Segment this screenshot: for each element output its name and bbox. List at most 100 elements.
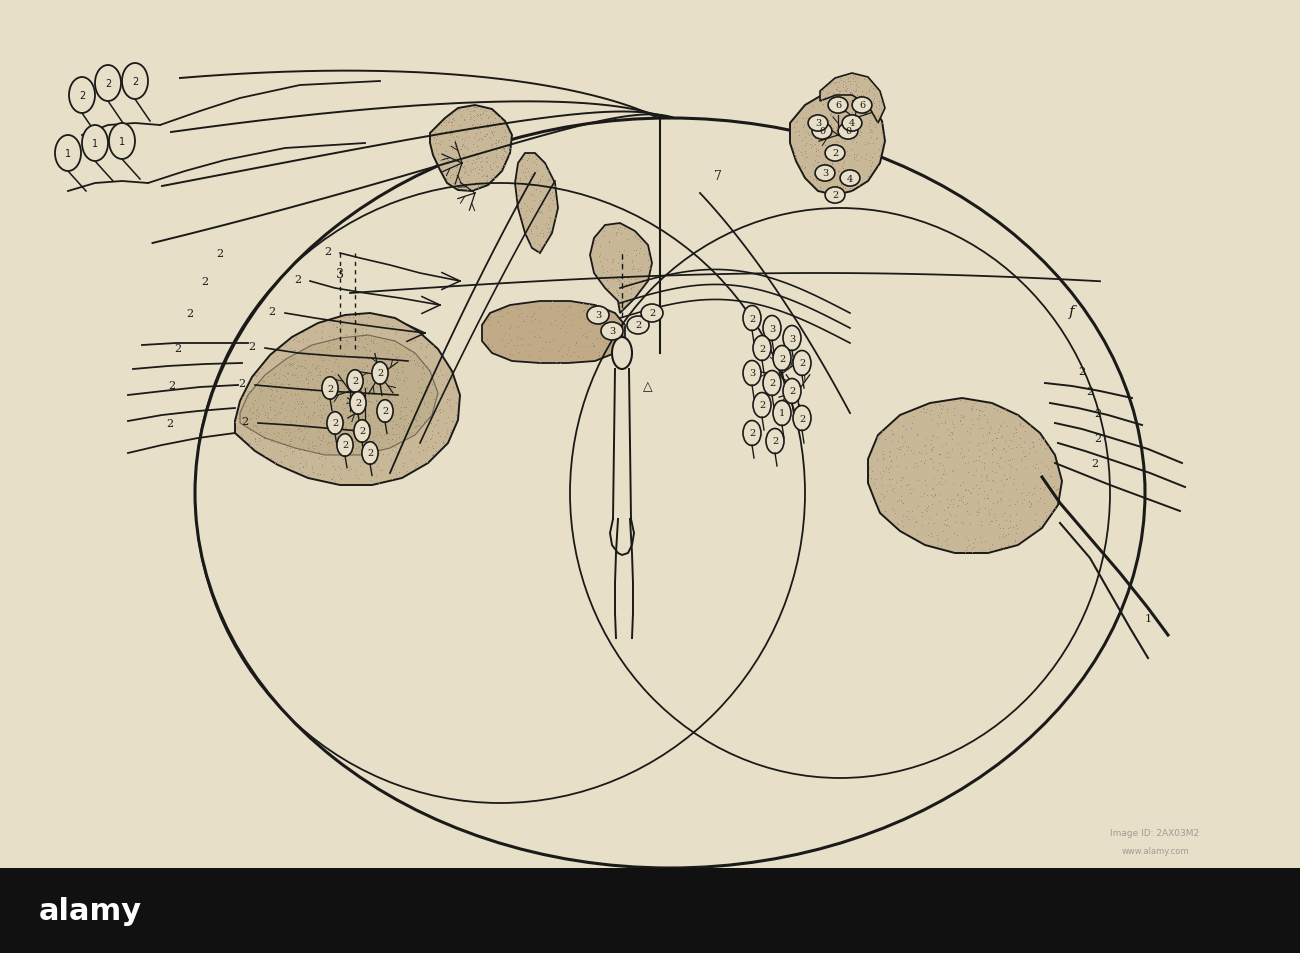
Point: [490, 303, 511, 318]
Point: [819, 169, 840, 184]
Point: [488, 134, 508, 150]
Point: [824, 182, 845, 197]
Point: [474, 130, 495, 145]
Point: [529, 226, 550, 241]
Point: [994, 434, 1015, 449]
Point: [395, 353, 416, 368]
Point: [274, 369, 295, 384]
Point: [365, 399, 386, 415]
Point: [329, 331, 350, 346]
Point: [842, 69, 863, 84]
Point: [322, 435, 343, 450]
Ellipse shape: [641, 305, 663, 323]
Point: [324, 438, 344, 454]
Point: [295, 432, 316, 447]
Point: [812, 83, 833, 98]
Point: [608, 331, 629, 346]
Point: [347, 417, 368, 433]
Point: [621, 253, 642, 269]
Point: [823, 87, 844, 102]
Point: [910, 454, 931, 469]
Point: [521, 238, 542, 253]
Point: [530, 174, 551, 190]
Point: [445, 159, 465, 174]
Point: [356, 380, 377, 395]
Point: [282, 368, 303, 383]
Point: [975, 399, 996, 415]
Point: [252, 399, 273, 415]
Point: [281, 353, 302, 368]
Point: [1014, 436, 1035, 451]
Point: [443, 112, 464, 127]
Text: 2: 2: [382, 407, 389, 416]
Point: [448, 102, 469, 117]
Point: [866, 115, 887, 131]
Point: [365, 394, 386, 409]
Point: [309, 403, 330, 418]
Point: [550, 356, 571, 372]
Point: [376, 392, 396, 407]
Point: [961, 401, 982, 416]
Point: [452, 152, 473, 167]
Point: [978, 508, 998, 523]
Point: [481, 131, 502, 146]
Point: [1000, 433, 1021, 448]
Point: [980, 501, 1001, 517]
Point: [902, 511, 923, 526]
Point: [914, 402, 935, 417]
Point: [374, 410, 395, 425]
Point: [593, 262, 614, 277]
Point: [354, 380, 374, 395]
Point: [887, 475, 907, 490]
Ellipse shape: [783, 326, 801, 351]
Point: [599, 305, 620, 320]
Point: [864, 83, 885, 98]
Point: [363, 335, 384, 350]
Point: [524, 155, 545, 171]
Point: [952, 516, 972, 531]
Point: [381, 438, 402, 454]
Point: [295, 431, 316, 446]
Point: [454, 159, 474, 174]
Point: [367, 423, 387, 438]
Point: [377, 350, 398, 365]
Point: [1048, 487, 1069, 502]
Point: [308, 408, 329, 423]
Point: [285, 424, 306, 439]
Point: [437, 392, 458, 407]
Point: [812, 97, 833, 112]
Point: [240, 422, 261, 437]
Point: [1005, 534, 1026, 549]
Point: [287, 422, 308, 437]
Point: [589, 345, 610, 360]
Point: [399, 428, 420, 443]
Point: [903, 518, 924, 534]
Point: [434, 150, 455, 165]
Point: [339, 416, 360, 432]
Point: [510, 332, 530, 347]
Point: [1030, 437, 1050, 453]
Point: [1031, 434, 1052, 449]
Point: [352, 388, 373, 403]
Point: [348, 343, 369, 358]
Point: [880, 443, 901, 458]
Point: [402, 429, 422, 444]
Point: [893, 508, 914, 523]
Point: [988, 422, 1009, 437]
Point: [963, 468, 984, 483]
Point: [914, 486, 935, 501]
Point: [468, 132, 489, 148]
Point: [473, 106, 494, 121]
Point: [897, 478, 918, 494]
Point: [399, 349, 420, 364]
Point: [870, 471, 891, 486]
Point: [332, 427, 352, 442]
Point: [524, 219, 545, 234]
Point: [519, 149, 540, 164]
Point: [476, 117, 497, 132]
Point: [469, 125, 490, 140]
Point: [429, 402, 450, 417]
Point: [344, 436, 365, 451]
Point: [859, 467, 880, 482]
Point: [968, 411, 989, 426]
